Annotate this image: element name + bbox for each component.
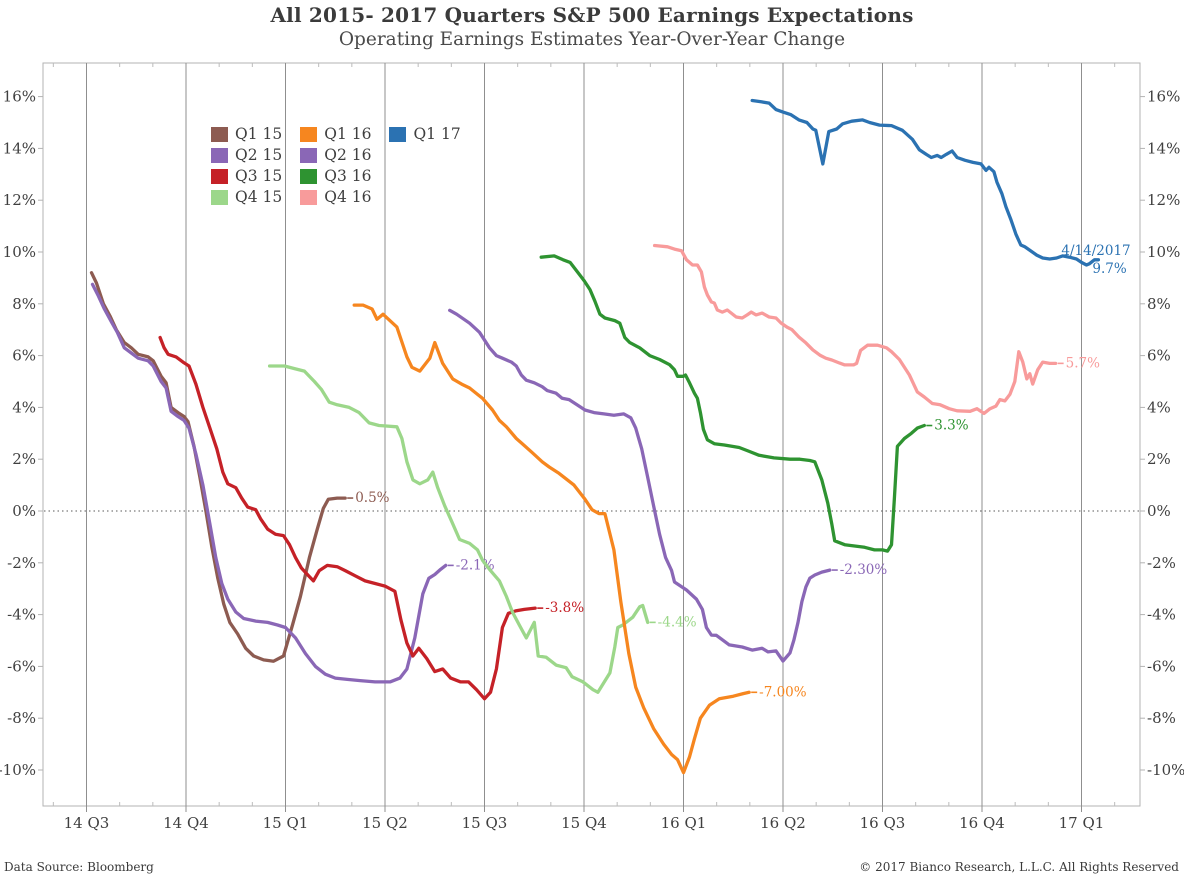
x-tick-label: 15 Q1 (263, 814, 309, 832)
x-tick-label: 14 Q3 (64, 814, 110, 832)
y-tick-label-left: 10% (3, 243, 36, 261)
series-line-q3-16 (539, 254, 926, 553)
x-tick-label: 15 Q4 (561, 814, 607, 832)
series-line-q3-15 (158, 335, 537, 701)
series-line-q1-17 (750, 98, 1101, 267)
y-tick-label-right: -10% (1147, 761, 1184, 779)
y-tick-label-right: 14% (1147, 139, 1180, 157)
x-tick-label: 16 Q3 (860, 814, 906, 832)
legend-swatch-icon (211, 169, 228, 184)
legend-swatch-icon (389, 127, 407, 142)
series-line-q1-15 (89, 271, 347, 663)
y-tick-label-right: 10% (1147, 243, 1180, 261)
series-end-label-q1-17: 9.7% (1092, 261, 1126, 277)
y-tick-label-right: 16% (1147, 88, 1180, 106)
y-tick-label-left: -6% (7, 657, 36, 675)
y-tick-label-left: 8% (12, 295, 36, 313)
legend-swatch-icon (300, 148, 318, 163)
chart-title: All 2015- 2017 Quarters S&P 500 Earnings… (270, 3, 914, 27)
y-tick-label-right: -2% (1147, 554, 1176, 572)
y-tick-label-right: 0% (1147, 502, 1171, 520)
series-end-label-q4-16: 5.7% (1066, 355, 1100, 371)
series-end-label-q1-17: 4/14/2017 (1061, 243, 1130, 259)
legend-swatch-icon (300, 127, 318, 142)
y-tick-label-left: -4% (7, 606, 36, 624)
series-end-label-q3-16: 3.3% (934, 418, 968, 434)
y-tick-label-right: -4% (1147, 606, 1176, 624)
legend-item-q2-15: Q2 15 (211, 147, 282, 164)
y-tick-label-left: 2% (12, 450, 36, 468)
legend-item-q4-16: Q4 16 (300, 189, 371, 206)
chart-subtitle: Operating Earnings Estimates Year-Over-Y… (338, 29, 846, 50)
series-end-label-q3-15: -3.8% (545, 600, 584, 616)
legend-item-q1-16: Q1 16 (300, 126, 371, 143)
x-tick-label: 15 Q3 (462, 814, 508, 832)
y-tick-label-left: -2% (7, 554, 36, 572)
legend-label: Q1 16 (324, 125, 372, 143)
legend-swatch-icon (211, 127, 228, 142)
legend-item-q2-16: Q2 16 (300, 147, 371, 164)
series-line-q2-16 (448, 308, 832, 663)
legend-swatch-icon (300, 190, 318, 205)
legend-item-q3-16: Q3 16 (300, 168, 371, 185)
chart-legend: Q1 15 Q2 15 Q3 15 Q4 15 Q1 16 Q2 16 Q3 16 Q4 16… (211, 126, 461, 206)
x-tick-label: 16 Q4 (959, 814, 1005, 832)
legend-item-q4-15: Q4 15 (211, 189, 282, 206)
x-tick-label: 16 Q2 (760, 814, 806, 832)
y-tick-label-right: 8% (1147, 295, 1171, 313)
series-line-q4-16 (652, 243, 1058, 416)
y-tick-label-right: 2% (1147, 450, 1171, 468)
y-tick-label-left: 14% (3, 139, 36, 157)
y-tick-label-left: 4% (12, 398, 36, 416)
data-source-note: Data Source: Bloomberg (4, 860, 154, 874)
y-tick-label-left: 16% (3, 88, 36, 106)
series-end-label-q4-15: -4.4% (658, 614, 697, 630)
y-tick-label-right: -6% (1147, 657, 1176, 675)
series-end-label-q2-16: -2.30% (840, 562, 888, 578)
legend-label: Q4 16 (324, 188, 372, 206)
x-tick-label: 17 Q1 (1059, 814, 1105, 832)
legend-label: Q1 17 (413, 125, 461, 143)
copyright-note: © 2017 Bianco Research, L.L.C. All Right… (859, 860, 1179, 874)
y-tick-label-left: -8% (7, 709, 36, 727)
legend-label: Q4 15 (235, 188, 283, 206)
legend-item-q1-17: Q1 17 (389, 125, 461, 143)
legend-swatch-icon (300, 169, 318, 184)
series-end-label-q1-15: 0.5% (355, 490, 389, 506)
legend-swatch-icon (211, 190, 228, 205)
legend-item-q3-15: Q3 15 (211, 168, 282, 185)
series-line-q4-15 (267, 364, 650, 694)
y-tick-label-left: 6% (12, 347, 36, 365)
legend-item-q1-15: Q1 15 (211, 126, 282, 143)
y-tick-label-left: -10% (0, 761, 36, 779)
x-tick-label: 14 Q4 (163, 814, 209, 832)
legend-label: Q3 15 (235, 167, 283, 185)
y-tick-label-left: 0% (12, 502, 36, 520)
legend-swatch-icon (211, 148, 228, 163)
legend-label: Q3 16 (324, 167, 372, 185)
series-line-q2-15 (90, 282, 448, 684)
y-tick-label-right: 6% (1147, 347, 1171, 365)
plot-frame (42, 62, 1141, 807)
y-tick-label-right: 4% (1147, 398, 1171, 416)
x-tick-label: 16 Q1 (661, 814, 707, 832)
legend-label: Q2 16 (324, 146, 372, 164)
series-line-q1-16 (352, 303, 751, 775)
series-end-label-q1-16: -7.00% (759, 684, 807, 700)
legend-label: Q2 15 (235, 146, 283, 164)
legend-label: Q1 15 (235, 125, 283, 143)
y-tick-label-right: -8% (1147, 709, 1176, 727)
y-tick-label-left: 12% (3, 191, 36, 209)
y-tick-label-right: 12% (1147, 191, 1180, 209)
x-tick-label: 15 Q2 (362, 814, 408, 832)
